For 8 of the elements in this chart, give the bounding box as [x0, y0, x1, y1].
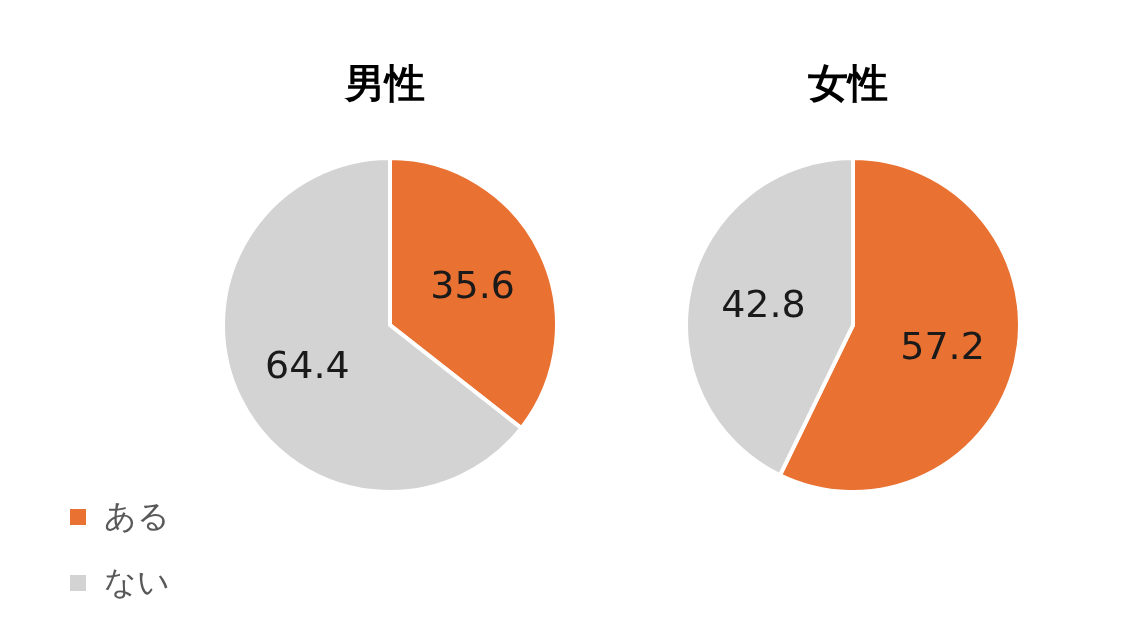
- legend-label: ある: [104, 496, 170, 537]
- data-label: 42.8: [721, 282, 806, 327]
- legend-label: ない: [104, 562, 170, 603]
- data-label: 35.6: [430, 262, 515, 307]
- chart-title: 女性: [807, 59, 889, 108]
- data-label: 64.4: [265, 343, 350, 388]
- chart-title: 男性: [343, 59, 426, 108]
- data-label: 57.2: [900, 323, 985, 368]
